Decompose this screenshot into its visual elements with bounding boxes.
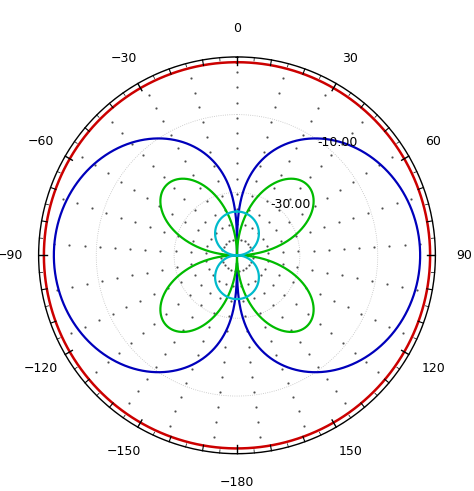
Text: −150: −150: [106, 445, 141, 459]
Text: 150: 150: [338, 445, 363, 459]
Text: −90: −90: [0, 249, 23, 262]
Text: −120: −120: [23, 362, 57, 375]
Text: 0: 0: [233, 22, 241, 35]
Text: 60: 60: [426, 136, 441, 148]
Text: −30: −30: [110, 52, 137, 65]
Text: 90: 90: [456, 249, 472, 262]
Text: 30: 30: [343, 52, 358, 65]
Text: -10.00: -10.00: [317, 136, 357, 149]
Text: -30.00: -30.00: [270, 198, 310, 212]
Text: 120: 120: [422, 362, 446, 375]
Text: −60: −60: [27, 136, 54, 148]
Text: −180: −180: [220, 476, 254, 489]
